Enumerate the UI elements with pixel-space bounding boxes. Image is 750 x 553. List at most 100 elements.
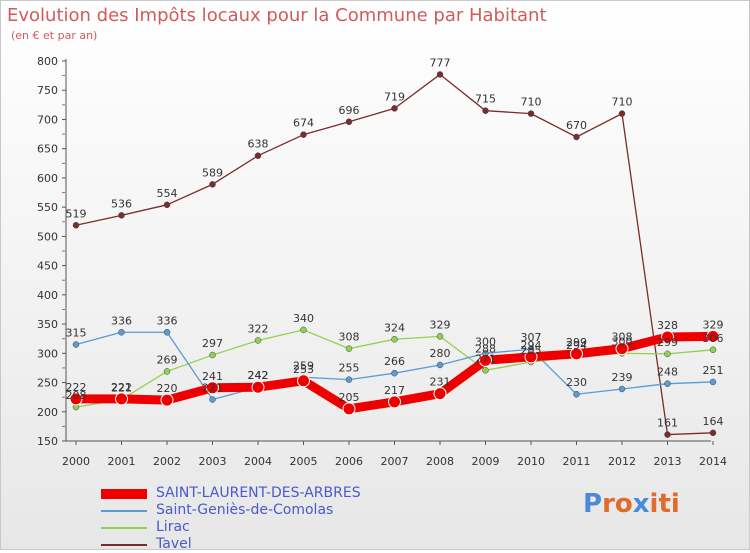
x-tick-label: 2012 <box>608 455 636 468</box>
data-label: 294 <box>521 339 542 352</box>
data-point <box>524 350 538 364</box>
x-tick-label: 2009 <box>472 455 500 468</box>
data-label: 340 <box>293 312 314 325</box>
y-tick-label: 150 <box>37 435 58 448</box>
data-point <box>163 201 171 209</box>
data-point <box>342 402 356 416</box>
data-point <box>709 429 717 437</box>
data-label: 269 <box>157 353 178 366</box>
data-label: 329 <box>430 318 451 331</box>
data-label: 336 <box>111 314 132 327</box>
data-label: 221 <box>111 381 132 394</box>
data-label: 638 <box>248 138 269 151</box>
data-point <box>345 376 353 383</box>
data-point <box>479 353 492 367</box>
data-label: 294 <box>566 339 587 352</box>
data-point <box>391 105 398 112</box>
y-tick-label: 450 <box>37 260 58 273</box>
legend-label: Saint-Geniès-de-Comolas <box>156 502 334 518</box>
logo-letter: t <box>658 489 671 519</box>
data-point <box>163 368 171 375</box>
data-label: 164 <box>703 415 724 428</box>
data-point <box>254 337 262 344</box>
logo-letter: i <box>670 489 680 519</box>
x-tick-label: 2002 <box>153 455 181 468</box>
data-point <box>345 345 353 352</box>
data-point <box>209 181 216 188</box>
data-label: 242 <box>248 369 269 382</box>
chart-title: Evolution des Impôts locaux pour la Comm… <box>7 5 547 26</box>
data-point <box>118 212 125 219</box>
data-label: 710 <box>521 96 542 109</box>
data-label: 266 <box>384 355 405 368</box>
data-point <box>661 330 674 344</box>
data-label: 674 <box>293 117 314 130</box>
x-tick-label: 2004 <box>244 455 272 468</box>
logo-letter: x <box>632 489 650 519</box>
data-label: 217 <box>384 384 405 397</box>
x-tick-label: 2001 <box>108 455 136 468</box>
data-point <box>436 333 444 340</box>
legend-swatch <box>101 489 147 499</box>
data-point <box>297 374 310 388</box>
data-point <box>160 393 174 407</box>
data-point <box>664 350 671 358</box>
proxiti-logo: Proxiti <box>583 489 680 519</box>
data-point <box>300 326 307 334</box>
data-point <box>436 361 444 369</box>
x-tick-label: 2008 <box>426 455 454 468</box>
data-label: 300 <box>612 335 633 348</box>
data-point <box>573 390 580 398</box>
data-point <box>615 342 629 356</box>
data-point <box>709 346 717 354</box>
data-label: 255 <box>339 362 360 375</box>
logo-letter: i <box>649 489 659 519</box>
data-label: 696 <box>339 104 360 117</box>
data-point <box>527 110 535 117</box>
data-point <box>72 341 80 348</box>
data-label: 259 <box>293 359 314 372</box>
data-label: 715 <box>475 93 496 106</box>
logo-letter: o <box>614 489 633 519</box>
data-label: 161 <box>657 417 678 430</box>
data-point <box>436 71 444 78</box>
data-label: 308 <box>339 331 360 344</box>
legend-label: Lirac <box>156 519 190 535</box>
legend-swatch <box>101 544 147 546</box>
data-point <box>482 107 489 114</box>
data-label: 222 <box>111 381 132 394</box>
data-point <box>251 380 265 394</box>
data-label: 519 <box>66 207 87 220</box>
legend-label: SAINT-LAURENT-DES-ARBRES <box>156 485 361 501</box>
data-label: 280 <box>430 347 451 360</box>
data-point <box>206 381 219 395</box>
data-label: 328 <box>657 319 678 332</box>
y-tick-label: 300 <box>37 347 58 360</box>
y-tick-label: 600 <box>37 172 58 185</box>
y-tick-label: 750 <box>37 84 58 97</box>
x-tick-label: 2013 <box>654 455 682 468</box>
y-tick-label: 700 <box>37 113 58 126</box>
x-tick-label: 2005 <box>290 455 318 468</box>
data-label: 300 <box>475 335 496 348</box>
chart-subtitle: (en € et par an) <box>11 29 98 42</box>
data-point <box>482 367 489 374</box>
data-label: 248 <box>657 366 678 379</box>
data-point <box>618 385 626 393</box>
y-tick-label: 200 <box>37 406 58 419</box>
data-label: 307 <box>521 331 542 344</box>
y-tick-label: 250 <box>37 377 58 390</box>
x-tick-label: 2011 <box>563 455 591 468</box>
y-tick-label: 550 <box>37 201 58 214</box>
logo-letter: P <box>583 489 603 519</box>
data-point <box>300 131 307 138</box>
x-tick-label: 2014 <box>699 455 727 468</box>
data-label: 589 <box>202 166 223 179</box>
legend-swatch <box>101 527 147 529</box>
data-label: 710 <box>612 96 633 109</box>
data-point <box>72 222 80 229</box>
data-label: 241 <box>202 370 223 383</box>
data-label: 205 <box>339 391 360 404</box>
data-point <box>391 369 398 377</box>
